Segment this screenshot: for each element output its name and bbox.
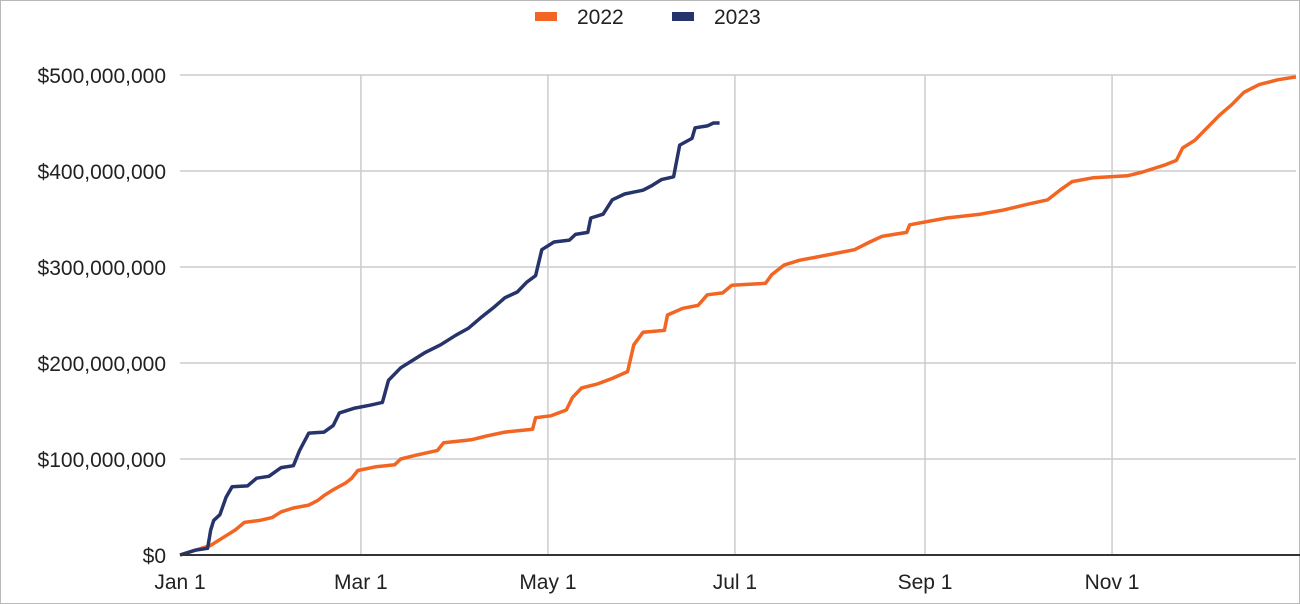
x-tick-label: Jul 1: [713, 571, 757, 594]
series-lines: [179, 75, 1297, 557]
gridlines: [180, 74, 1296, 555]
legend-label: 2022: [577, 6, 624, 29]
axes: $0 $100,000,000 $200,000,000 $300,000,000 $4…: [38, 65, 1300, 594]
legend-swatch-2023: [672, 12, 694, 21]
y-tick-label: $300,000,000: [38, 257, 166, 280]
y-tick-label: $200,000,000: [38, 353, 166, 376]
y-tick-label: $100,000,000: [38, 449, 166, 472]
legend-label: 2023: [714, 6, 761, 29]
x-tick-label: Sep 1: [898, 571, 953, 594]
y-tick-label: $400,000,000: [38, 161, 166, 184]
x-tick-label: Jan 1: [154, 571, 205, 594]
legend-swatch-2022: [535, 12, 557, 21]
series-line-2022: [179, 75, 1297, 557]
series-line-2023: [179, 121, 720, 557]
x-tick-label: Nov 1: [1085, 571, 1140, 594]
legend: 2022 2023: [535, 6, 761, 29]
y-tick-label: $500,000,000: [38, 65, 166, 88]
x-tick-label: May 1: [519, 571, 576, 594]
y-tick-label: $0: [143, 545, 166, 568]
x-tick-label: Mar 1: [334, 571, 388, 594]
